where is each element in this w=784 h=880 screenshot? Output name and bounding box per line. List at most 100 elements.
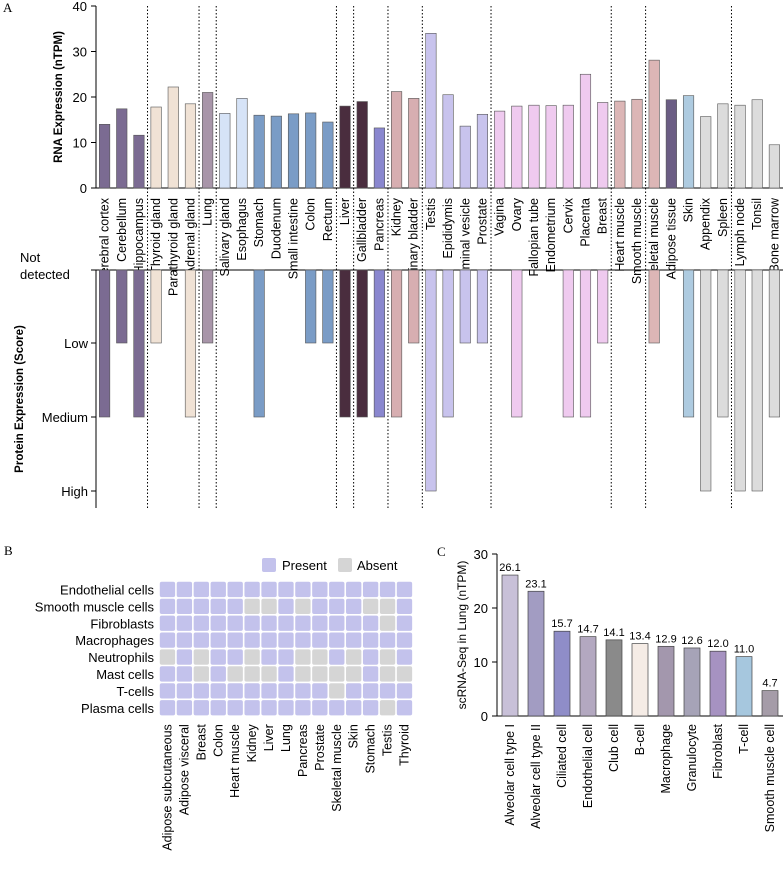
y-tick-label-scrna: 20: [474, 601, 488, 616]
heatmap-col-label: Adipose subcutaneous: [160, 724, 174, 850]
heatmap-cell: [244, 598, 260, 614]
heatmap-cell: [312, 581, 328, 598]
protein-bar: [597, 269, 609, 344]
rna-bar: [682, 95, 695, 189]
protein-bar: [184, 269, 197, 418]
rna-bar: [459, 125, 471, 189]
category-label: Skeletal muscle: [647, 198, 661, 286]
scrna-category-label: Macrophage: [659, 724, 673, 794]
heatmap-cell: [244, 581, 260, 598]
protein-bar: [717, 269, 729, 418]
heatmap-col-label: Prostate: [313, 724, 327, 771]
heatmap-cell: [227, 598, 243, 614]
heatmap-cell: [295, 581, 311, 598]
category-label: Small intestine: [287, 198, 301, 279]
heatmap-cell: [362, 632, 379, 648]
heatmap-cell: [295, 700, 311, 716]
heatmap-cell: [362, 598, 379, 614]
scrna-category-label: B-cell: [633, 724, 647, 755]
heatmap-cell: [312, 632, 328, 648]
rna-bar: [356, 101, 368, 189]
y-tick-label-rna: 20: [73, 90, 87, 105]
rna-bar: [373, 127, 385, 189]
heatmap-col-label: Breast: [194, 724, 208, 761]
category-label: Bone marrow: [767, 197, 781, 272]
protein-bar: [305, 269, 317, 344]
heatmap-cell: [278, 666, 294, 682]
category-label: Pancreas: [372, 198, 386, 251]
scrna-category-label: Smooth muscle cell: [763, 724, 777, 832]
panel-label-a: A: [3, 0, 13, 15]
protein-bar: [391, 269, 403, 418]
heatmap-cell: [295, 666, 311, 682]
category-label: Fallopian tube: [527, 198, 541, 277]
protein-bar: [476, 269, 488, 344]
heatmap-col-label: Pancreas: [296, 724, 310, 777]
category-label: Lymph node: [733, 198, 747, 266]
category-label: Ovary: [510, 197, 524, 231]
category-label: Parathyroid gland: [166, 198, 180, 296]
heatmap-row-label: Fibroblasts: [90, 616, 154, 631]
scrna-category-label: T-cell: [737, 724, 751, 754]
heatmap-row-label: Macrophages: [75, 633, 154, 648]
heatmap-cell: [346, 649, 362, 665]
heatmap-cell: [329, 666, 345, 682]
category-label: Placenta: [578, 198, 592, 247]
heatmap-cell: [312, 615, 328, 631]
heatmap-cell: [396, 700, 413, 716]
rna-bar: [133, 134, 145, 189]
heatmap-col-label: Stomach: [364, 724, 378, 773]
category-label: Liver: [338, 198, 352, 225]
scrna-data-label: 13.4: [629, 631, 650, 643]
rna-bar: [270, 115, 282, 189]
scrna-data-label: 11.0: [734, 644, 755, 656]
rna-bar: [751, 99, 763, 189]
rna-bar: [631, 98, 643, 189]
scrna-data-label: 12.9: [655, 633, 676, 645]
rna-bar: [305, 112, 317, 189]
heatmap-cell: [244, 683, 260, 699]
category-label: Spleen: [716, 198, 730, 237]
y-axis-label-protein: Protein Expression (Score): [14, 325, 26, 473]
chart-a-protein-expression: Protein Expression (Score) Not detected Lo…: [14, 250, 783, 508]
heatmap-cell: [346, 632, 362, 648]
scrna-bar: [501, 574, 519, 717]
protein-bar: [562, 269, 574, 418]
heatmap-cell: [210, 683, 226, 699]
heatmap-cell: [278, 683, 294, 699]
heatmap-cell: [329, 700, 345, 716]
heatmap-cell: [278, 581, 294, 598]
heatmap-cell: [312, 666, 328, 682]
heatmap-cell: [329, 649, 345, 665]
rna-bar: [562, 104, 574, 189]
protein-bar: [648, 269, 660, 344]
heatmap-cell: [278, 615, 294, 631]
protein-bar: [253, 269, 265, 418]
heatmap-cell: [261, 649, 277, 665]
scrna-category-label: Alveolar cell type I: [503, 724, 517, 825]
category-label: Salivary gland: [218, 198, 232, 277]
category-label: Seminal vesicle: [458, 198, 472, 285]
category-label: Skin: [682, 198, 696, 222]
heatmap-cell: [210, 632, 226, 648]
category-label: Esophagus: [235, 198, 249, 261]
protein-bar: [150, 269, 162, 344]
heatmap-row-label: Neutrophils: [88, 650, 154, 665]
heatmap-cell: [362, 700, 379, 716]
rna-bar: [665, 99, 677, 189]
rna-bar: [717, 103, 729, 189]
heatmap-cell: [362, 683, 379, 699]
protein-bar: [511, 269, 523, 418]
scrna-data-label: 26.1: [499, 562, 520, 574]
heatmap-cell: [159, 581, 176, 598]
heatmap-cell: [396, 666, 413, 682]
heatmap-cell: [244, 632, 260, 648]
heatmap-cell: [396, 598, 413, 614]
category-label: Cerebral cortex: [98, 197, 112, 283]
chart-b-heatmap: Present Absent Endothelial cells Smooth m…: [35, 558, 413, 851]
heatmap-cell: [362, 581, 379, 598]
heatmap-col-label: Skeletal muscle: [330, 724, 344, 812]
heatmap-cell: [346, 598, 362, 614]
scrna-data-label: 12.6: [681, 635, 702, 647]
category-label: Urinary bladder: [407, 198, 421, 283]
